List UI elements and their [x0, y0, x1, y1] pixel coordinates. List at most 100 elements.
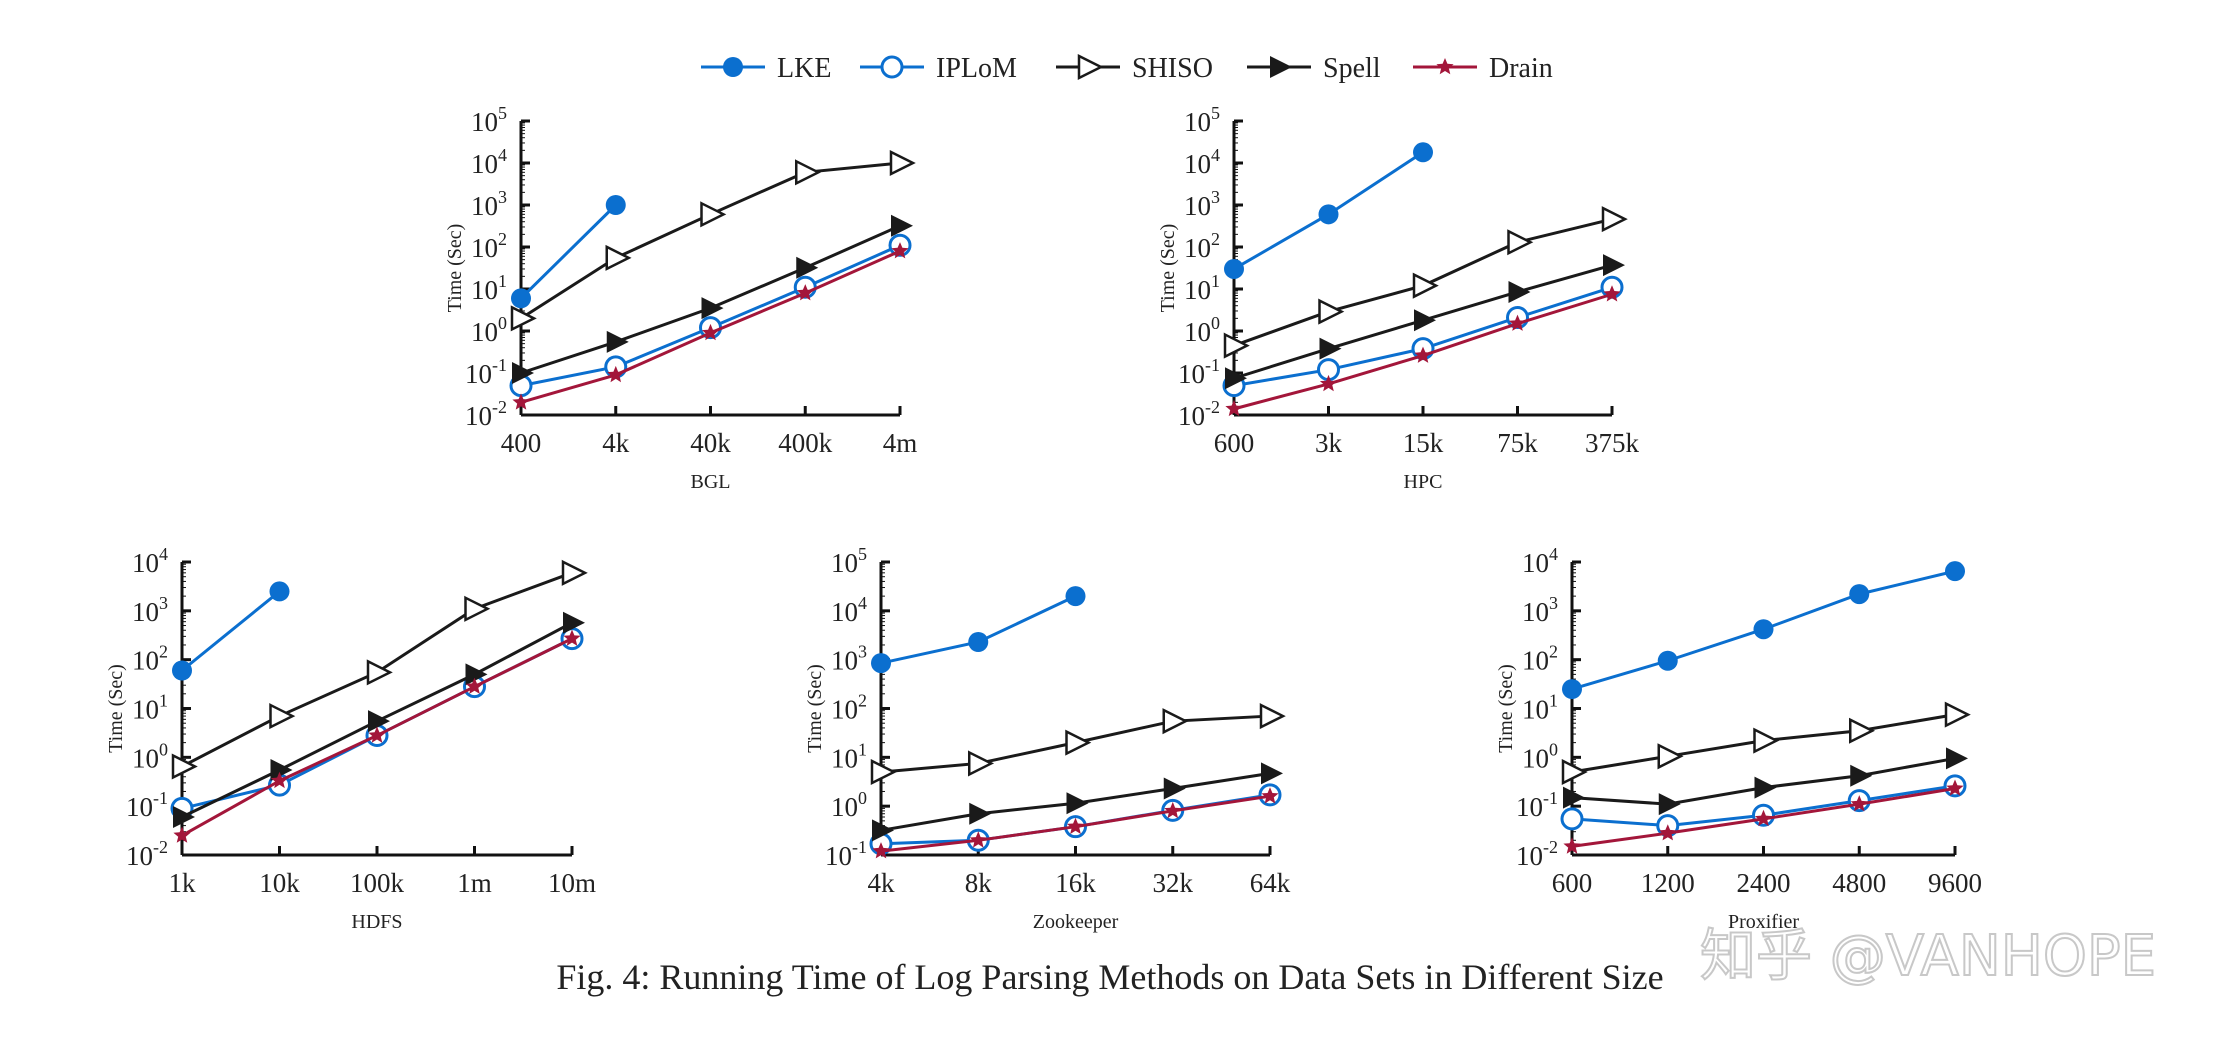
x-tick-label: 2400	[1737, 868, 1791, 898]
data-point	[1658, 793, 1681, 816]
chart-proxifier: 10-2 10-1 100 101 102 103 104 600 1200 2400 4800 96…	[1495, 544, 1982, 933]
legend-marker-open-triangle-right-icon	[1077, 53, 1104, 81]
data-point	[1318, 204, 1339, 225]
y-tick-label: 101	[471, 271, 507, 305]
data-point	[968, 750, 995, 777]
data-point	[269, 703, 296, 730]
y-tick-label: 105	[831, 544, 867, 578]
data-point	[1659, 824, 1677, 841]
data-point	[1413, 142, 1433, 163]
x-tick-label: 10k	[259, 868, 300, 898]
y-tick-label: 100	[1522, 739, 1558, 773]
series-lke	[172, 581, 290, 681]
x-tick-label: 3k	[1315, 428, 1343, 458]
data-point	[512, 393, 530, 410]
data-point	[1945, 561, 1965, 582]
y-axis-label: Time (Sec)	[444, 224, 466, 313]
y-tick-label: 103	[831, 642, 867, 676]
x-tick-label: 16k	[1055, 868, 1096, 898]
x-tick-label: 9600	[1928, 868, 1982, 898]
y-tick-label: 104	[471, 145, 507, 179]
series-spell	[173, 611, 585, 829]
data-point	[1657, 743, 1684, 770]
series-lke	[511, 195, 626, 309]
series-line	[181, 590, 281, 672]
data-point	[1318, 298, 1345, 325]
data-point	[872, 819, 894, 842]
data-point	[1225, 399, 1243, 417]
series-shiso	[870, 703, 1286, 786]
x-axis-label: Zookeeper	[1033, 911, 1119, 933]
data-point	[1065, 586, 1086, 607]
data-point	[796, 284, 814, 301]
x-tick-label: 32k	[1153, 868, 1194, 898]
legend-item-drain: Drain	[1413, 53, 1553, 84]
legend-marker-star-icon	[1436, 58, 1454, 75]
y-tick-label: 104	[831, 593, 867, 627]
data-point	[1561, 759, 1588, 786]
y-tick-label: 101	[831, 739, 867, 773]
data-point	[511, 288, 531, 309]
y-tick-label: 10-1	[825, 837, 867, 871]
series-spell	[1225, 254, 1625, 390]
data-point	[270, 771, 289, 789]
legend-item-spell: Spell	[1247, 53, 1381, 84]
y-tick-label: 101	[132, 691, 168, 725]
data-point	[1601, 206, 1628, 233]
data-point	[368, 710, 390, 733]
series-shiso	[171, 559, 588, 780]
data-point	[700, 201, 727, 228]
data-point	[795, 159, 822, 186]
series-drain	[1563, 779, 1964, 854]
series-spell	[1563, 747, 1968, 816]
y-tick-label: 102	[132, 642, 168, 676]
data-point	[872, 842, 890, 859]
data-point	[172, 660, 192, 681]
y-tick-label: 105	[1184, 103, 1220, 137]
data-point	[701, 297, 724, 320]
data-point	[1754, 809, 1773, 827]
data-point	[1414, 346, 1432, 363]
data-point	[1223, 332, 1250, 359]
x-tick-label: 10m	[548, 868, 596, 898]
x-tick-label: 40k	[690, 428, 731, 458]
data-point	[870, 759, 897, 786]
series-lke	[871, 586, 1086, 674]
data-point	[563, 629, 581, 646]
chart-panels: 10-2 10-1 100 101 102 103 104 105 400 4k 40k 400k 4m…	[105, 103, 1982, 933]
chart-hdfs: 10-2 10-1 100 101 102 103 104 1k 10k 100k 1m 10m HDF…	[105, 544, 596, 933]
series-line	[1233, 285, 1613, 388]
data-point	[871, 653, 891, 674]
data-point	[968, 632, 989, 653]
chart-hpc: 10-2 10-1 100 101 102 103 104 105 600 3k 15k 75k 375…	[1157, 103, 1640, 493]
y-tick-label: 100	[471, 313, 507, 347]
data-point	[1261, 762, 1283, 785]
data-point	[1850, 795, 1868, 812]
legend-marker-filled-triangle-right-icon	[1270, 56, 1292, 78]
data-point	[969, 831, 987, 848]
data-point	[1261, 787, 1279, 804]
y-tick-label: 104	[1184, 145, 1220, 179]
y-tick-label: 102	[831, 691, 867, 725]
data-point	[1259, 703, 1286, 730]
x-tick-label: 4800	[1832, 868, 1886, 898]
legend-marker-filled-circle-icon	[723, 57, 743, 77]
y-tick-label: 101	[1522, 691, 1558, 725]
legend-marker-open-circle-icon	[880, 55, 904, 79]
y-tick-label: 101	[1184, 271, 1220, 305]
series-line	[880, 594, 1077, 665]
data-point	[171, 753, 198, 780]
series-line	[519, 203, 617, 300]
data-point	[173, 806, 195, 829]
y-tick-label: 104	[1522, 544, 1558, 578]
data-point	[1508, 314, 1527, 331]
data-point	[1414, 309, 1436, 332]
series-line	[520, 224, 901, 375]
data-point	[1603, 285, 1621, 302]
series-line	[520, 243, 901, 388]
data-point	[563, 611, 585, 634]
data-point	[1319, 337, 1342, 360]
legend-label: Spell	[1323, 53, 1381, 84]
data-point	[366, 659, 393, 686]
y-tick-label: 10-2	[126, 837, 168, 871]
